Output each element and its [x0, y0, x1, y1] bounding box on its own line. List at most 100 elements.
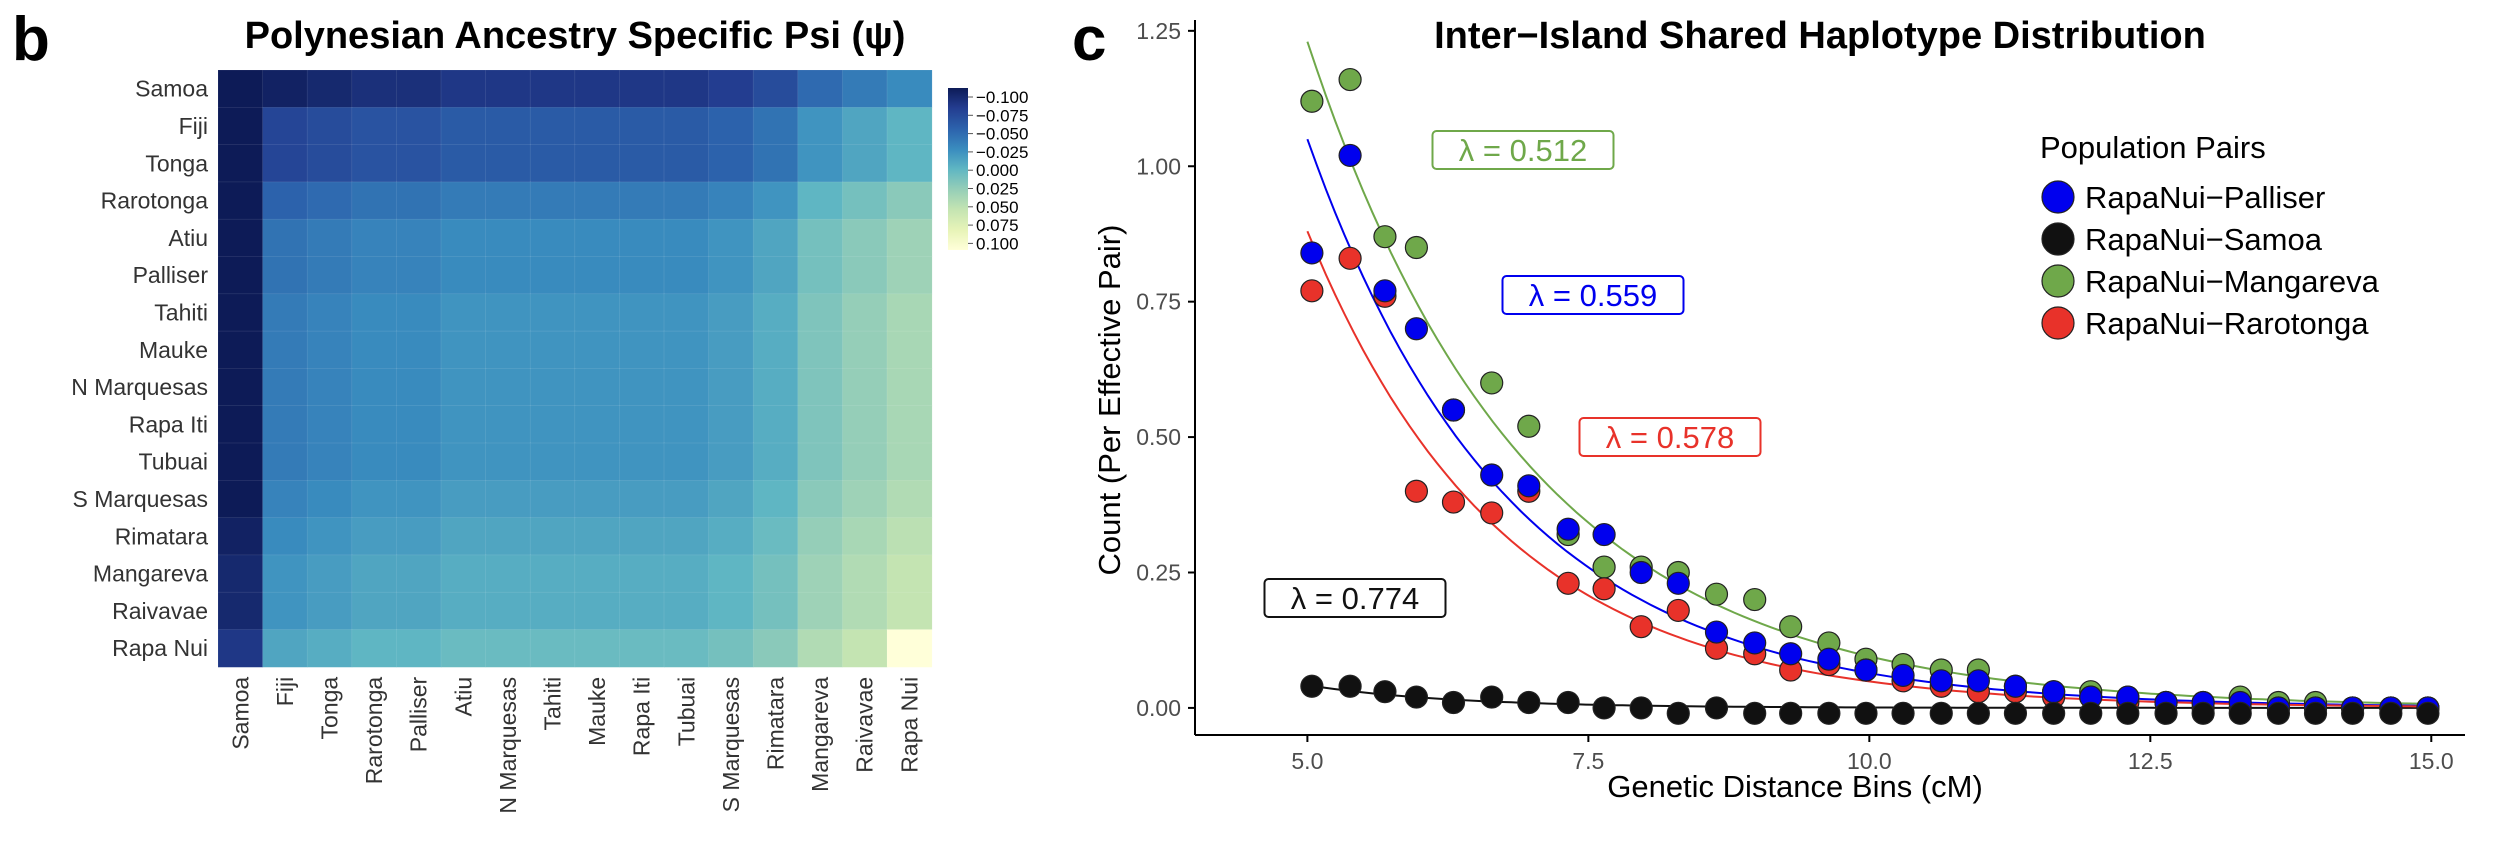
- heatmap-cell: [485, 144, 532, 183]
- heatmap-cell: [440, 293, 487, 332]
- lambda-label: λ = 0.578: [1606, 420, 1734, 455]
- data-point: [2416, 701, 2440, 725]
- data-point: [1480, 501, 1504, 525]
- data-point: [1338, 246, 1362, 270]
- heatmap-cell: [529, 293, 576, 332]
- heatmap-cell: [574, 107, 621, 146]
- heatmap-cell: [440, 144, 487, 183]
- heatmap-cell: [752, 517, 799, 556]
- legend-key: [2041, 222, 2075, 256]
- heatmap-cell: [396, 69, 442, 109]
- heatmap-cell: [396, 479, 442, 519]
- heatmap-cell: [797, 256, 844, 295]
- heatmap-cell: [440, 442, 487, 482]
- legend-label: RapaNui−Rarotonga: [2085, 306, 2369, 341]
- data-point: [1556, 690, 1580, 715]
- heatmap-cell: [842, 479, 888, 519]
- data-point: [1854, 701, 1878, 725]
- data-point: [1929, 701, 1953, 725]
- heatmap-cell: [708, 218, 754, 258]
- colorbar-tick-label: −0.075: [976, 106, 1028, 125]
- heatmap-row-label: Palliser: [133, 262, 209, 288]
- heatmap-cell: [396, 442, 442, 482]
- heatmap-cell: [663, 293, 710, 332]
- data-point: [1779, 615, 1803, 639]
- heatmap-cell: [797, 368, 844, 407]
- heatmap-cell: [440, 368, 487, 407]
- heatmap-cell: [663, 107, 710, 146]
- legend-key: [2041, 180, 2075, 214]
- heatmap-cell: [529, 442, 576, 482]
- heatmap-cell: [351, 629, 398, 668]
- data-point: [2116, 701, 2140, 725]
- data-point: [1404, 685, 1429, 709]
- heatmap-cell: [306, 330, 353, 370]
- heatmap-cell: [485, 554, 532, 594]
- heatmap-row-label: Raivavae: [112, 598, 208, 624]
- heatmap-cell: [485, 479, 532, 519]
- x-tick-label: 12.5: [2128, 748, 2173, 774]
- data-point: [1338, 143, 1362, 168]
- y-tick-label: 1.25: [1136, 18, 1181, 44]
- data-point: [1666, 598, 1690, 623]
- heatmap-cell: [485, 330, 532, 370]
- heatmap-cell: [842, 181, 888, 220]
- heatmap-cell: [485, 368, 532, 407]
- heatmap-row-label: Rimatara: [115, 523, 209, 549]
- heatmap-cell: [440, 479, 487, 519]
- heatmap-cell: [262, 144, 309, 183]
- heatmap-cell: [842, 554, 888, 594]
- data-point: [1404, 479, 1429, 503]
- heatmap-cell: [217, 554, 264, 594]
- heatmap-cell: [262, 517, 309, 556]
- heatmap-cell: [797, 107, 844, 146]
- heatmap-cell: [440, 629, 487, 668]
- heatmap-cell: [797, 591, 844, 631]
- heatmap-cell: [619, 69, 665, 109]
- heatmap-row-label: Atiu: [168, 225, 208, 251]
- heatmap-cell: [396, 107, 442, 146]
- heatmap-cell: [396, 368, 442, 407]
- y-tick-label: 0.75: [1136, 289, 1181, 315]
- heatmap-column-label: Rapa Nui: [896, 677, 922, 773]
- heatmap-cell: [529, 554, 576, 594]
- heatmap-cell: [217, 368, 264, 407]
- heatmap-column-label: Mangareva: [807, 677, 833, 792]
- heatmap-cell: [619, 479, 665, 519]
- lambda-label-box: [1578, 417, 1762, 457]
- data-point: [1704, 696, 1729, 720]
- legend-key: [2041, 306, 2075, 340]
- data-point: [1743, 587, 1767, 612]
- data-point: [1891, 663, 1915, 688]
- heatmap-cell: [217, 591, 264, 631]
- heatmap-cell: [708, 330, 754, 370]
- heatmap-cell: [842, 293, 888, 332]
- heatmap-cell: [574, 256, 621, 295]
- heatmap-cell: [306, 517, 353, 556]
- heatmap-cell: [797, 144, 844, 183]
- data-point: [1338, 67, 1362, 92]
- heatmap-cell: [842, 591, 888, 631]
- data-point: [1743, 631, 1767, 655]
- colorbar-tick-label: 0.075: [976, 216, 1019, 235]
- heatmap-cell: [529, 330, 576, 370]
- heatmap-cell: [752, 442, 799, 482]
- heatmap-cell: [886, 144, 933, 183]
- heatmap-cell: [752, 69, 799, 109]
- x-tick-label: 5.0: [1291, 748, 1323, 774]
- heatmap-cell: [485, 107, 532, 146]
- data-point: [1300, 241, 1324, 265]
- heatmap-column-label: Rapa Iti: [629, 677, 655, 756]
- heatmap-cell: [619, 181, 665, 220]
- heatmap-cell: [886, 479, 933, 519]
- heatmap-row-label: Mangareva: [93, 561, 208, 587]
- heatmap-cell: [886, 405, 933, 444]
- data-point: [1592, 522, 1616, 547]
- heatmap-cell: [663, 330, 710, 370]
- heatmap-cell: [262, 554, 309, 594]
- colorbar-tick-label: −0.050: [976, 125, 1028, 144]
- heatmap-cell: [485, 256, 532, 295]
- heatmap-cell: [574, 181, 621, 220]
- heatmap-row-labels: Samoa Fiji Tonga Rarotonga Atiu Palliser Tahit…: [71, 76, 208, 662]
- heatmap-cell: [396, 144, 442, 183]
